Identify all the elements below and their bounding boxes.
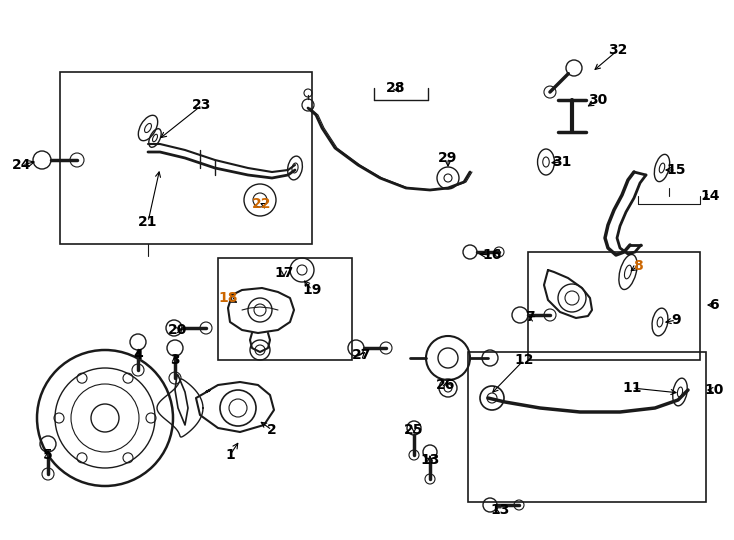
Text: 25: 25: [404, 423, 424, 437]
Bar: [528, 252, 700, 360]
Text: 27: 27: [352, 348, 371, 362]
Text: 24: 24: [12, 158, 32, 172]
Text: 2: 2: [267, 423, 277, 437]
Text: 6: 6: [709, 298, 719, 312]
Text: 30: 30: [589, 93, 608, 107]
Text: 23: 23: [192, 98, 211, 112]
Text: 31: 31: [552, 155, 572, 169]
Text: 18: 18: [218, 291, 238, 305]
Text: 15: 15: [666, 163, 686, 177]
Text: 28: 28: [386, 81, 406, 95]
Bar: [468, 352, 706, 502]
Text: 4: 4: [133, 348, 143, 362]
Text: 12: 12: [515, 353, 534, 367]
Text: 7: 7: [526, 310, 535, 324]
Text: 8: 8: [633, 259, 643, 273]
Bar: [60, 72, 312, 244]
Text: 32: 32: [608, 43, 628, 57]
Text: 13: 13: [421, 453, 440, 467]
Bar: [218, 258, 352, 360]
Text: 11: 11: [622, 381, 642, 395]
Text: 1: 1: [225, 448, 235, 462]
Text: 14: 14: [700, 189, 720, 203]
Text: 21: 21: [138, 215, 158, 229]
Text: 22: 22: [252, 197, 272, 211]
Text: 20: 20: [168, 323, 188, 337]
Text: 29: 29: [438, 151, 458, 165]
Text: 16: 16: [482, 248, 501, 262]
Text: 17: 17: [275, 266, 294, 280]
Text: 9: 9: [671, 313, 681, 327]
Text: 10: 10: [705, 383, 724, 397]
Text: 3: 3: [170, 353, 180, 367]
Text: 19: 19: [302, 283, 321, 297]
Text: 26: 26: [436, 378, 456, 392]
Text: 13: 13: [490, 503, 509, 517]
Text: 5: 5: [43, 448, 53, 462]
